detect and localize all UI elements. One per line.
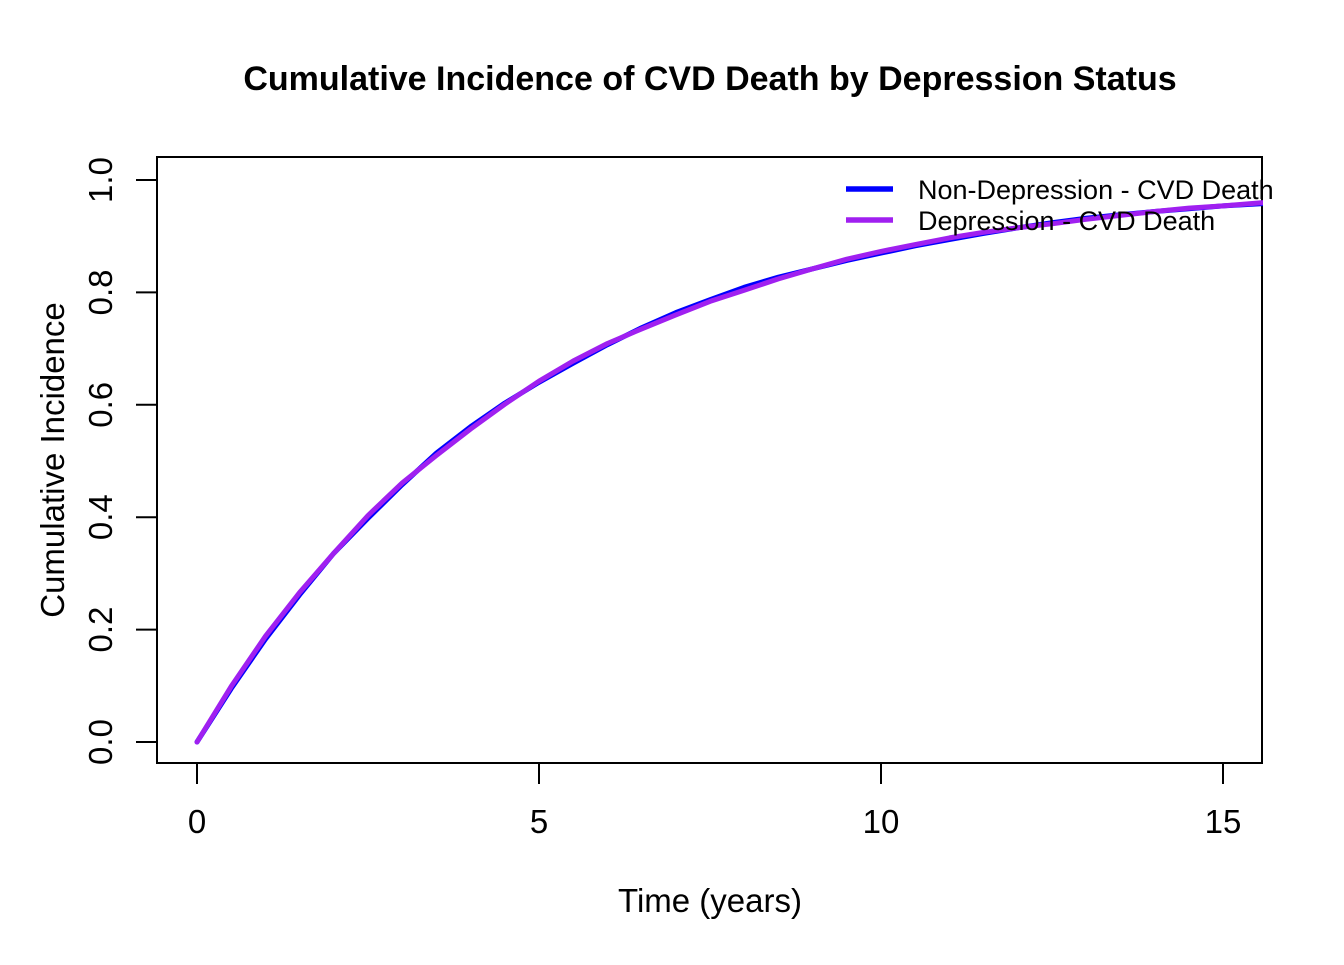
- x-tick-label: 10: [863, 803, 900, 840]
- y-tick-label: 0.4: [82, 494, 119, 540]
- x-axis-tick-labels: 0 5 10 15: [188, 803, 1242, 840]
- plot-box: [156, 156, 1263, 764]
- y-tick-label: 1.0: [82, 157, 119, 203]
- legend-label-non-depression: Non-Depression - CVD Death: [918, 175, 1274, 205]
- y-axis-tick-labels: 0.0 0.2 0.4 0.6 0.8 1.0: [82, 157, 119, 765]
- y-tick-label: 0.6: [82, 382, 119, 428]
- legend-label-depression: Depression - CVD Death: [918, 206, 1215, 236]
- curve-depression-cvd-death: [194, 200, 1263, 745]
- y-axis-ticks: [136, 179, 157, 743]
- y-tick-label: 0.2: [82, 607, 119, 653]
- x-tick-label: 15: [1205, 803, 1242, 840]
- x-tick-label: 0: [188, 803, 206, 840]
- legend: Non-Depression - CVD Death Depression - …: [846, 175, 1274, 236]
- x-axis-ticks: [196, 763, 1224, 784]
- curve-non-depression-cvd-death: [194, 201, 1263, 745]
- y-tick-label: 0.0: [82, 719, 119, 765]
- x-axis-label: Time (years): [618, 882, 802, 919]
- chart-title: Cumulative Incidence of CVD Death by Dep…: [243, 60, 1176, 98]
- x-tick-label: 5: [530, 803, 548, 840]
- y-axis-label: Cumulative Incidence: [34, 302, 71, 618]
- series-lines: [194, 200, 1263, 745]
- y-tick-label: 0.8: [82, 269, 119, 315]
